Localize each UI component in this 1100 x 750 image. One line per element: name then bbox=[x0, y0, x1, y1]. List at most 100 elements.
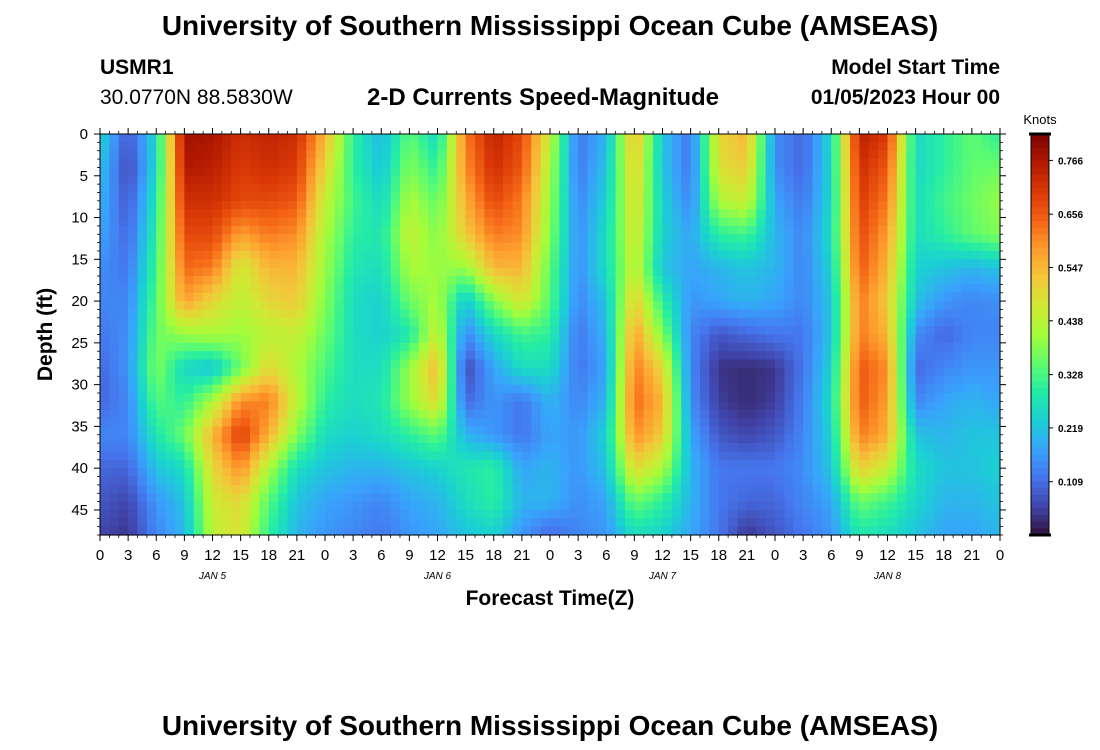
heatmap-cell bbox=[896, 142, 907, 152]
heatmap-cell bbox=[840, 225, 851, 235]
heatmap-cell bbox=[109, 267, 120, 277]
heatmap-cell bbox=[437, 459, 448, 469]
heatmap-cell bbox=[465, 192, 476, 202]
heatmap-cell bbox=[662, 292, 673, 302]
heatmap-cell bbox=[465, 142, 476, 152]
heatmap-cell bbox=[409, 459, 420, 469]
heatmap-cell bbox=[718, 309, 729, 319]
heatmap-cell bbox=[268, 250, 279, 260]
heatmap-cell bbox=[521, 384, 532, 394]
heatmap-cell bbox=[278, 526, 289, 536]
heatmap-cell bbox=[325, 267, 335, 277]
heatmap-cell bbox=[268, 267, 279, 277]
heatmap-cell bbox=[625, 401, 635, 411]
heatmap-cell bbox=[737, 451, 748, 461]
heatmap-cell bbox=[428, 384, 439, 394]
heatmap-cell bbox=[231, 167, 242, 177]
heatmap-cell bbox=[962, 284, 973, 294]
heatmap-cell bbox=[250, 159, 260, 169]
heatmap-cell bbox=[175, 301, 185, 311]
heatmap-cell bbox=[587, 317, 598, 327]
heatmap-cell bbox=[418, 209, 429, 219]
heatmap-cell bbox=[465, 351, 476, 361]
heatmap-cell bbox=[709, 409, 720, 419]
heatmap-cell bbox=[981, 309, 992, 319]
heatmap-cell bbox=[578, 301, 589, 311]
heatmap-cell bbox=[718, 493, 729, 503]
heatmap-cell bbox=[296, 267, 307, 277]
heatmap-cell bbox=[850, 493, 860, 503]
heatmap-cell bbox=[793, 284, 804, 294]
heatmap-cell bbox=[878, 317, 889, 327]
heatmap-cell bbox=[146, 359, 157, 369]
heatmap-cell bbox=[343, 468, 354, 478]
heatmap-cell bbox=[587, 392, 598, 402]
colorbar-segment bbox=[1031, 160, 1049, 169]
heatmap-cell bbox=[718, 292, 729, 302]
heatmap-cell bbox=[831, 392, 842, 402]
heatmap-cell bbox=[559, 451, 570, 461]
heatmap-cell bbox=[990, 367, 1001, 377]
heatmap-cell bbox=[596, 443, 607, 453]
heatmap-cell bbox=[362, 184, 373, 194]
heatmap-cell bbox=[662, 509, 673, 519]
heatmap-cell bbox=[765, 451, 776, 461]
heatmap-cell bbox=[962, 334, 973, 344]
heatmap-cell bbox=[850, 501, 860, 511]
heatmap-cell bbox=[728, 276, 739, 285]
heatmap-cell bbox=[306, 159, 317, 169]
heatmap-cell bbox=[840, 175, 851, 185]
heatmap-cell bbox=[231, 250, 242, 260]
heatmap-cell bbox=[231, 434, 242, 444]
heatmap-cell bbox=[953, 434, 964, 444]
heatmap-cell bbox=[850, 250, 860, 260]
heatmap-cell bbox=[193, 142, 204, 152]
heatmap-cell bbox=[100, 284, 110, 294]
heatmap-cell bbox=[896, 434, 907, 444]
heatmap-cell bbox=[803, 276, 814, 285]
heatmap-cell bbox=[128, 501, 139, 511]
heatmap-cell bbox=[231, 384, 242, 394]
heatmap-cell bbox=[643, 334, 654, 344]
heatmap-cell bbox=[821, 192, 832, 202]
heatmap-cell bbox=[925, 259, 935, 269]
heatmap-cell bbox=[709, 150, 720, 160]
heatmap-cell bbox=[550, 225, 560, 235]
heatmap-cell bbox=[540, 309, 551, 319]
heatmap-cell bbox=[428, 351, 439, 361]
heatmap-cell bbox=[240, 384, 251, 394]
heatmap-cell bbox=[100, 376, 110, 386]
heatmap-cell bbox=[859, 384, 870, 394]
heatmap-cell bbox=[315, 317, 326, 327]
heatmap-cell bbox=[428, 167, 439, 177]
heatmap-cell bbox=[203, 342, 214, 352]
heatmap-cell bbox=[803, 242, 814, 252]
heatmap-cell bbox=[934, 192, 945, 202]
heatmap-cell bbox=[137, 209, 148, 219]
heatmap-cell bbox=[184, 334, 195, 344]
heatmap-cell bbox=[437, 234, 448, 244]
heatmap-cell bbox=[325, 159, 335, 169]
heatmap-cell bbox=[128, 200, 139, 210]
heatmap-cell bbox=[578, 426, 589, 436]
heatmap-cell bbox=[531, 200, 542, 210]
heatmap-cell bbox=[381, 326, 392, 336]
heatmap-cell bbox=[756, 134, 767, 143]
heatmap-cell bbox=[334, 150, 345, 160]
heatmap-cell bbox=[278, 376, 289, 386]
heatmap-cell bbox=[887, 409, 898, 419]
heatmap-cell bbox=[859, 209, 870, 219]
heatmap-cell bbox=[165, 259, 176, 269]
heatmap-cell bbox=[475, 317, 485, 327]
heatmap-cell bbox=[475, 401, 485, 411]
heatmap-cell bbox=[287, 284, 298, 294]
heatmap-cell bbox=[437, 367, 448, 377]
heatmap-cell bbox=[568, 468, 579, 478]
heatmap-cell bbox=[915, 376, 926, 386]
heatmap-cell bbox=[296, 401, 307, 411]
heatmap-cell bbox=[718, 509, 729, 519]
heatmap-cell bbox=[793, 217, 804, 227]
heatmap-cell bbox=[700, 409, 710, 419]
heatmap-cell bbox=[128, 259, 139, 269]
heatmap-cell bbox=[109, 376, 120, 386]
